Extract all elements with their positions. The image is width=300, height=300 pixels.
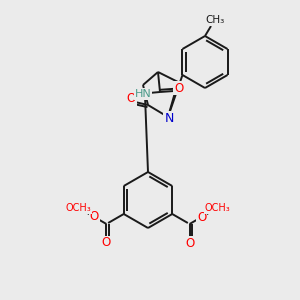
- Text: O: O: [174, 82, 184, 94]
- Text: OCH₃: OCH₃: [66, 203, 92, 213]
- Text: O: O: [102, 236, 111, 250]
- Text: O: O: [90, 211, 99, 224]
- Text: O: O: [185, 236, 194, 250]
- Text: N: N: [164, 112, 174, 124]
- Text: HN: HN: [135, 89, 152, 99]
- Text: O: O: [197, 211, 206, 224]
- Text: OCH₃: OCH₃: [204, 203, 230, 213]
- Text: CH₃: CH₃: [206, 15, 225, 25]
- Text: O: O: [126, 92, 136, 106]
